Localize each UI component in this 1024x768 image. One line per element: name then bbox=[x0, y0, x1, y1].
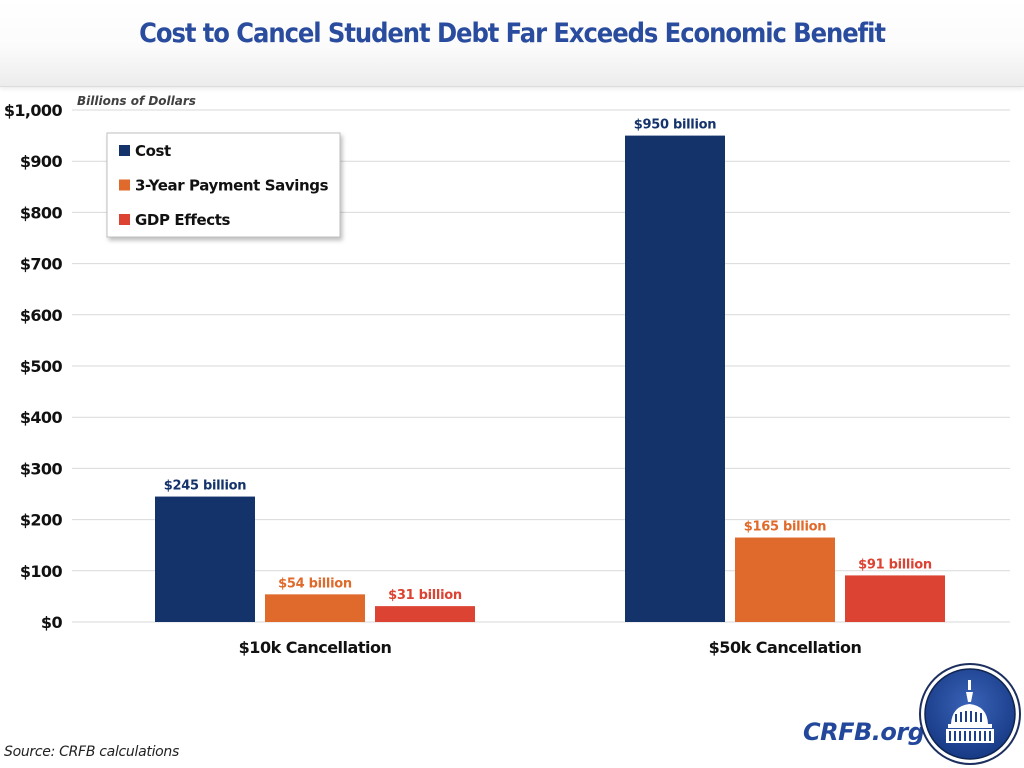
y-tick-label: $0 bbox=[41, 613, 63, 632]
legend-swatch bbox=[119, 179, 130, 191]
data-label: $54 billion bbox=[278, 576, 352, 591]
y-axis-ticks: $0 $100 $200 $300 $400 $500 $600 $700 $800 $900 $1… bbox=[4, 101, 63, 632]
data-label: $31 billion bbox=[388, 588, 462, 603]
y-tick-label: $400 bbox=[20, 408, 63, 427]
data-label: $165 billion bbox=[744, 520, 826, 535]
x-tick-label: $50k Cancellation bbox=[709, 638, 862, 657]
data-label: $245 billion bbox=[164, 479, 246, 494]
y-tick-label: $700 bbox=[20, 255, 63, 274]
data-labels: $245 billion $54 billion $31 billion $950 b… bbox=[164, 118, 932, 604]
legend-label: 3-Year Payment Savings bbox=[135, 177, 329, 195]
y-axis-label: Billions of Dollars bbox=[77, 94, 196, 108]
y-tick-label: $600 bbox=[20, 306, 63, 325]
bar-chart: $0 $100 $200 $300 $400 $500 $600 $700 $800 $900 $1… bbox=[4, 94, 1010, 657]
y-tick-label: $100 bbox=[20, 562, 63, 581]
y-tick-label: $1,000 bbox=[4, 101, 63, 120]
legend-swatch bbox=[119, 214, 130, 225]
y-tick-label: $800 bbox=[20, 203, 63, 222]
x-tick-label: $10k Cancellation bbox=[239, 638, 392, 657]
data-label: $91 billion bbox=[858, 557, 932, 572]
bar-gdp-effects-2 bbox=[845, 575, 945, 622]
y-tick-label: $300 bbox=[20, 459, 63, 478]
grid-lines bbox=[72, 109, 1010, 623]
bar-gdp-effects-1 bbox=[375, 606, 475, 622]
legend-swatch bbox=[119, 145, 130, 156]
bars bbox=[155, 135, 945, 622]
header-bar: Cost to Cancel Student Debt Far Exceeds … bbox=[0, 0, 1024, 87]
y-tick-label: $500 bbox=[20, 357, 63, 376]
bar-3-year-payment-savings-2 bbox=[735, 537, 835, 622]
y-tick-label: $900 bbox=[20, 152, 63, 171]
bar-cost-2 bbox=[625, 135, 725, 622]
chart-title: Cost to Cancel Student Debt Far Exceeds … bbox=[139, 18, 886, 49]
legend-box bbox=[106, 132, 341, 238]
crfb-link[interactable]: CRFB.org bbox=[803, 718, 925, 746]
bar-cost-1 bbox=[155, 496, 255, 622]
data-label: $950 billion bbox=[634, 118, 716, 133]
capitol-dome-seal-icon bbox=[919, 663, 1021, 765]
legend-label: Cost bbox=[135, 142, 171, 160]
legend: Cost 3-Year Payment Savings GDP Effects bbox=[106, 132, 341, 238]
bar-3-year-payment-savings-1 bbox=[265, 594, 365, 622]
source-note: Source: CRFB calculations bbox=[4, 744, 179, 760]
legend-label: GDP Effects bbox=[135, 211, 231, 229]
y-tick-label: $200 bbox=[20, 511, 63, 530]
x-axis-ticks: $10k Cancellation $50k Cancellation bbox=[239, 638, 862, 657]
